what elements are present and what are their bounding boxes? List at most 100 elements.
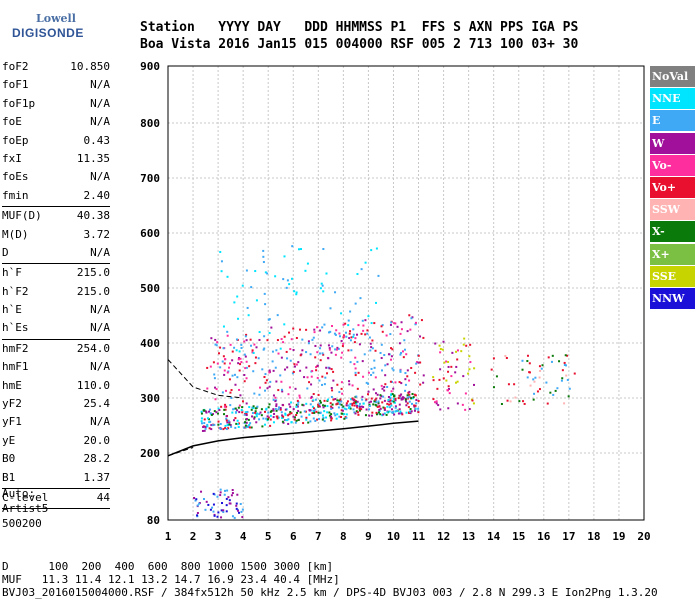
scatter-point <box>368 414 371 417</box>
scatter-point <box>340 400 343 403</box>
scatter-point <box>327 331 330 334</box>
scatter-point <box>400 382 403 385</box>
scatter-point <box>405 404 408 407</box>
scatter-point <box>305 402 308 405</box>
scatter-point <box>388 406 391 409</box>
scatter-point <box>390 408 393 411</box>
scatter-point <box>225 510 228 513</box>
scatter-point <box>268 385 271 388</box>
scatter-point <box>213 377 216 380</box>
profile-dashed-lower <box>167 447 194 457</box>
scatter-point <box>390 380 393 383</box>
param-value: N/A <box>90 303 110 317</box>
scatter-point <box>298 248 301 251</box>
scatter-point <box>328 414 331 417</box>
scatter-point <box>314 419 317 422</box>
scatter-point <box>351 404 354 407</box>
scatter-point <box>311 411 314 414</box>
scatter-point <box>509 400 512 403</box>
scatter-point <box>563 361 566 364</box>
x-tick-label: 5 <box>265 530 272 543</box>
scatter-point <box>355 402 358 405</box>
scatter-point <box>435 400 438 403</box>
scatter-point <box>315 369 318 372</box>
scatter-point <box>308 409 311 412</box>
scatter-point <box>238 511 241 514</box>
scatter-point <box>368 336 371 339</box>
scatter-point <box>235 338 238 341</box>
scatter-point <box>490 368 493 371</box>
scatter-point <box>383 408 386 411</box>
scatter-point <box>371 347 374 350</box>
scatter-point <box>349 330 352 333</box>
scatter-point <box>375 411 378 414</box>
scatter-point <box>400 397 403 400</box>
param-value: 1.37 <box>83 470 111 484</box>
scatter-point <box>335 403 338 406</box>
scatter-point <box>316 351 319 354</box>
scatter-point <box>240 510 243 513</box>
scatter-point <box>394 410 397 413</box>
scatter-point <box>194 499 197 502</box>
scatter-point <box>354 356 357 359</box>
scatter-point <box>268 318 271 321</box>
scatter-point <box>264 373 267 376</box>
scatter-point <box>265 379 268 382</box>
scatter-point <box>251 351 254 354</box>
scatter-point <box>389 380 392 383</box>
param-name: foF1p <box>2 96 36 110</box>
scatter-point <box>223 489 226 492</box>
scatter-point <box>229 343 232 346</box>
scatter-point <box>468 355 471 358</box>
scatter-point <box>202 498 205 501</box>
scatter-point <box>295 403 298 406</box>
scatter-point <box>377 411 380 414</box>
scatter-point <box>447 388 450 391</box>
scatter-point <box>328 367 331 370</box>
scatter-point <box>212 510 215 513</box>
scatter-point <box>438 378 441 381</box>
scatter-point <box>439 347 442 350</box>
scatter-point <box>322 248 325 251</box>
scatter-point <box>251 349 254 352</box>
scatter-point <box>328 348 331 351</box>
scatter-point <box>281 420 284 423</box>
scatter-point <box>322 404 325 407</box>
scatter-point <box>375 301 378 304</box>
scatter-point <box>341 392 344 395</box>
scatter-point <box>405 353 408 356</box>
scatter-point <box>312 393 315 396</box>
scatter-point <box>196 512 199 515</box>
param-row: fmin 2.40 <box>2 187 110 205</box>
scaled-parameters-panel: foF2 10.850 foF1 N/A foF1p N/A foE N/A foEp 0.43 f… <box>2 58 111 510</box>
param-name: yE <box>2 433 16 447</box>
scatter-point <box>340 415 343 418</box>
scatter-point <box>209 408 212 411</box>
scatter-point <box>255 299 258 302</box>
param-separator <box>2 338 110 340</box>
scatter-point <box>356 360 359 363</box>
scatter-point <box>370 400 373 403</box>
scatter-point <box>374 398 377 401</box>
scatter-point <box>412 396 415 399</box>
scatter-point <box>223 405 226 408</box>
scatter-point <box>295 291 298 294</box>
scatter-point <box>321 383 324 386</box>
scatter-point <box>263 347 266 350</box>
scatter-point <box>325 366 328 369</box>
scatter-point <box>213 373 216 376</box>
scatter-point <box>273 412 276 415</box>
scatter-point <box>268 369 271 372</box>
scatter-point <box>275 409 278 412</box>
scatter-point <box>228 423 231 426</box>
scatter-point <box>378 405 381 408</box>
scatter-point <box>338 415 341 418</box>
scatter-point <box>290 421 293 424</box>
scatter-point <box>340 409 343 412</box>
scatter-point <box>283 255 286 258</box>
scatter-point <box>534 376 537 379</box>
scatter-point <box>386 363 389 366</box>
scatter-point <box>210 413 213 416</box>
scatter-point <box>352 399 355 402</box>
x-tick-label: 10 <box>387 530 400 543</box>
